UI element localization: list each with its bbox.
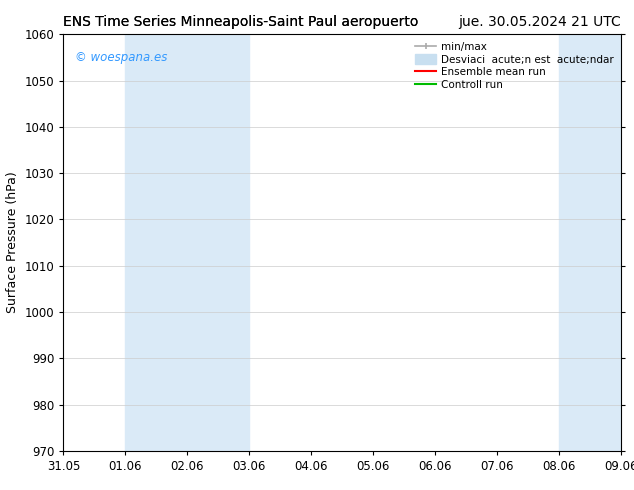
Text: ENS Time Series Minneapolis-Saint Paul aeropuerto: ENS Time Series Minneapolis-Saint Paul a… <box>63 15 419 29</box>
Y-axis label: Surface Pressure (hPa): Surface Pressure (hPa) <box>6 172 19 314</box>
Legend: min/max, Desviaci  acute;n est  acute;ndar, Ensemble mean run, Controll run: min/max, Desviaci acute;n est acute;ndar… <box>411 37 618 95</box>
Text: © woespana.es: © woespana.es <box>75 51 167 64</box>
Text: jue. 30.05.2024 21 UTC: jue. 30.05.2024 21 UTC <box>458 15 621 29</box>
Text: ENS Time Series Minneapolis-Saint Paul aeropuerto: ENS Time Series Minneapolis-Saint Paul a… <box>63 15 419 29</box>
Bar <box>126 34 249 451</box>
Bar <box>559 34 634 451</box>
